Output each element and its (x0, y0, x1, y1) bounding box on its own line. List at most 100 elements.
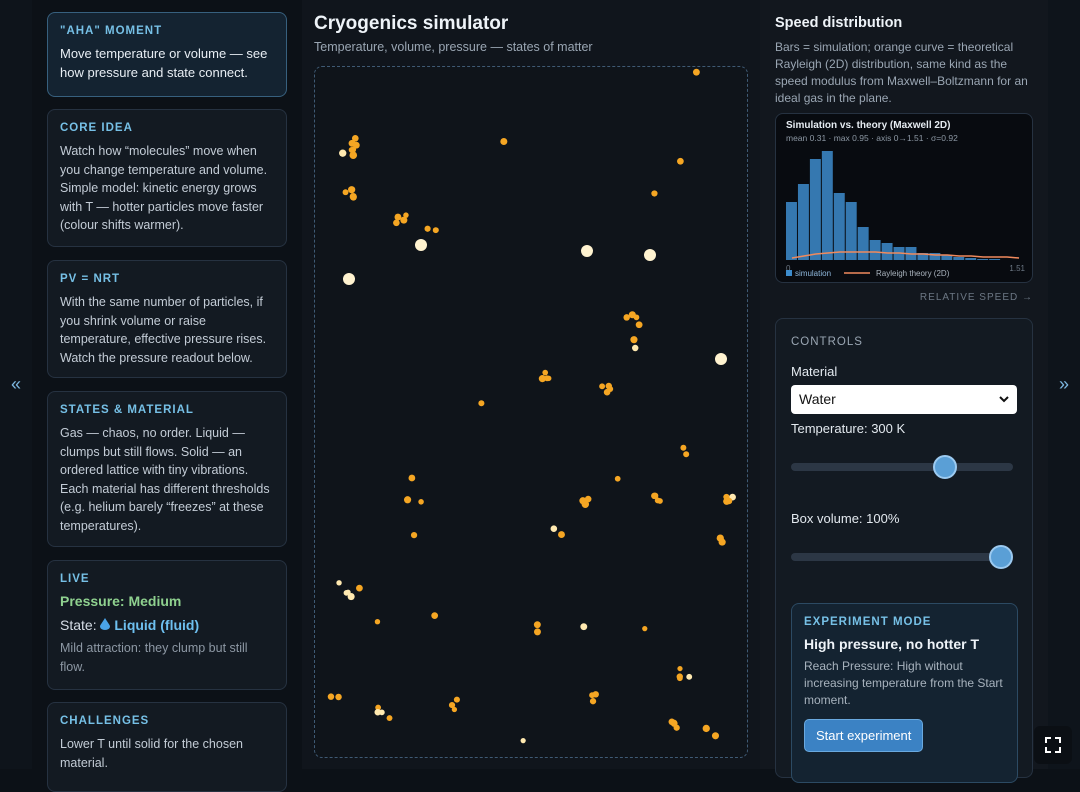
drop-icon (100, 618, 111, 630)
particle-box (314, 66, 748, 758)
particle (677, 665, 683, 672)
card: LIVE Pressure: Medium State: Liquid (flu… (47, 560, 287, 690)
particle (410, 532, 418, 539)
bar (941, 255, 953, 260)
experiment: EXPERIMENT MODE High pressure, no hotter… (791, 603, 1018, 783)
particle (592, 691, 599, 698)
card: STATES & MATERIAL Gas — chaos, no order. … (47, 391, 287, 547)
particle (702, 724, 710, 733)
bar (797, 184, 809, 260)
hot-particle (581, 245, 593, 257)
chart-title: Simulation vs. theory (Maxwell 2D) (786, 120, 950, 131)
subtitle: Temperature, volume, pressure — states o… (314, 40, 593, 54)
particle (393, 219, 400, 227)
particle (352, 141, 360, 149)
particle (580, 623, 588, 631)
bar (953, 257, 965, 260)
particle (683, 451, 690, 458)
x-tick-label: 1.51 (1009, 264, 1025, 273)
speed-desc: Bars = simulation; orange curve = theore… (775, 40, 1028, 105)
card: CORE IDEA Watch how “molecules” move when… (47, 109, 287, 247)
fullscreen-button[interactable] (1034, 726, 1072, 764)
card-body: With the same number of particles, if yo… (60, 295, 267, 365)
particle (424, 225, 431, 232)
pressure: Pressure: Medium (60, 593, 182, 609)
card: CHALLENGES Lower T until solid for the ch… (47, 702, 287, 792)
particle (356, 584, 363, 592)
collapse-right[interactable]: » (1048, 0, 1080, 769)
particle (623, 314, 630, 321)
particle (453, 696, 460, 703)
card-body: Move temperature or volume — see how pre… (60, 46, 268, 80)
temp-track (791, 463, 1013, 471)
start-button[interactable]: Start experiment (804, 719, 924, 752)
bar (881, 243, 893, 260)
bar (809, 159, 821, 260)
particle (686, 673, 693, 680)
particle (448, 701, 456, 709)
bar (917, 253, 929, 260)
material-select[interactable]: Water (791, 385, 1017, 414)
volume-slider[interactable] (989, 545, 1013, 569)
title: Cryogenics simulator (314, 13, 509, 34)
particle (718, 538, 726, 546)
particle (348, 186, 356, 194)
card-body: Gas — chaos, no order. Liquid — clumps b… (60, 426, 270, 533)
particle (386, 715, 393, 722)
legend-label: simulation (795, 269, 831, 278)
bar (857, 227, 869, 260)
particle (374, 708, 382, 716)
hot-particle (644, 249, 656, 261)
hot-particle (343, 273, 355, 285)
card-body: Lower T until solid for the chosen mater… (60, 737, 243, 770)
particle (378, 709, 385, 716)
particle (478, 400, 485, 407)
legend-label: Rayleigh theory (2D) (876, 269, 950, 278)
volume-track (791, 553, 1013, 561)
card-title: LIVE (60, 573, 90, 585)
bar (989, 259, 1001, 260)
particle (628, 311, 636, 319)
particle (374, 619, 381, 625)
particle (614, 475, 621, 482)
particle (533, 621, 541, 629)
particle (351, 134, 359, 142)
particle (654, 497, 661, 504)
collapse-left[interactable]: « (0, 0, 32, 769)
state-label: State: (60, 617, 97, 633)
controls-title: CONTROLS (791, 336, 863, 348)
particle (676, 675, 683, 682)
temp-slider[interactable] (933, 455, 957, 479)
particle (375, 704, 382, 711)
particle (673, 724, 680, 731)
particle (542, 369, 549, 376)
volume-label: Box volume: 100% (791, 511, 900, 526)
bar (821, 151, 833, 260)
controls: CONTROLS Material Water Temperature: 300… (775, 318, 1033, 783)
particle (635, 321, 643, 329)
particle (408, 474, 416, 482)
particle (632, 344, 639, 352)
card-title: PV = NRT (60, 273, 121, 285)
particle (394, 213, 402, 221)
experiment-body: Reach Pressure: High without increasing … (804, 659, 1003, 707)
card: "AHA" MOMENT Move temperature or volume —… (47, 12, 287, 97)
temp-label: Temperature: 300 K (791, 421, 906, 436)
speed-title: Speed distribution (775, 15, 903, 31)
card-title: STATES & MATERIAL (60, 404, 194, 416)
particle (431, 612, 439, 619)
hot-particle (415, 239, 427, 251)
particle (400, 216, 408, 224)
experiment-title: EXPERIMENT MODE (804, 616, 932, 628)
card: PV = NRT With the same number of particle… (47, 260, 287, 378)
particle (692, 68, 700, 76)
particle (584, 495, 592, 503)
particle (607, 385, 614, 392)
legend-swatch (786, 270, 792, 276)
particle (403, 496, 412, 504)
particle (589, 698, 597, 705)
particle (403, 212, 409, 218)
particle (342, 189, 349, 196)
particle (327, 693, 335, 700)
